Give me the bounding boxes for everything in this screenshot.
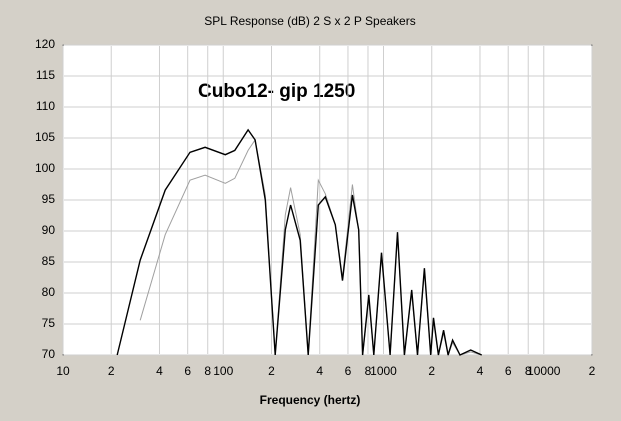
x-tick-label: 4 — [316, 364, 323, 378]
x-tick-label: 4 — [477, 364, 484, 378]
x-tick-label: 2 — [268, 364, 275, 378]
x-tick-label: 100 — [213, 364, 233, 378]
series-line — [116, 128, 482, 356]
x-tick-label: 2 — [428, 364, 435, 378]
x-tick-label: 1000 — [370, 364, 397, 378]
x-tick-label: 6 — [505, 364, 512, 378]
y-tick-label: 100 — [35, 161, 55, 175]
x-tick-label: 6 — [184, 364, 191, 378]
x-tick-label: 4 — [156, 364, 163, 378]
y-tick-label: 105 — [35, 130, 55, 144]
y-tick-label: 115 — [36, 68, 55, 82]
x-tick-label: 10 — [56, 364, 70, 378]
y-tick-label: 90 — [42, 223, 56, 237]
y-tick-label: 80 — [42, 285, 56, 299]
x-axis-label: Frequency (hertz) — [260, 393, 361, 407]
y-tick-label: 110 — [36, 99, 55, 113]
annotation: Cubo12- gip 1250 — [198, 81, 355, 102]
x-tick-label: 8 — [204, 364, 211, 378]
x-tick-label: 2 — [108, 364, 115, 378]
chart-title: SPL Response (dB) 2 S x 2 P Speakers — [204, 14, 415, 28]
y-tick-label: 75 — [42, 316, 56, 330]
x-tick-label: 6 — [345, 364, 352, 378]
y-tick-label: 70 — [42, 347, 56, 361]
y-tick-label: 120 — [35, 37, 55, 51]
x-tick-label: 10000 — [527, 364, 561, 378]
x-tick-label: 8 — [365, 364, 372, 378]
x-tick-label: 8 — [525, 364, 532, 378]
x-tick-label: 2 — [589, 364, 596, 378]
y-tick-label: 95 — [42, 192, 56, 206]
y-tick-label: 85 — [42, 254, 56, 268]
